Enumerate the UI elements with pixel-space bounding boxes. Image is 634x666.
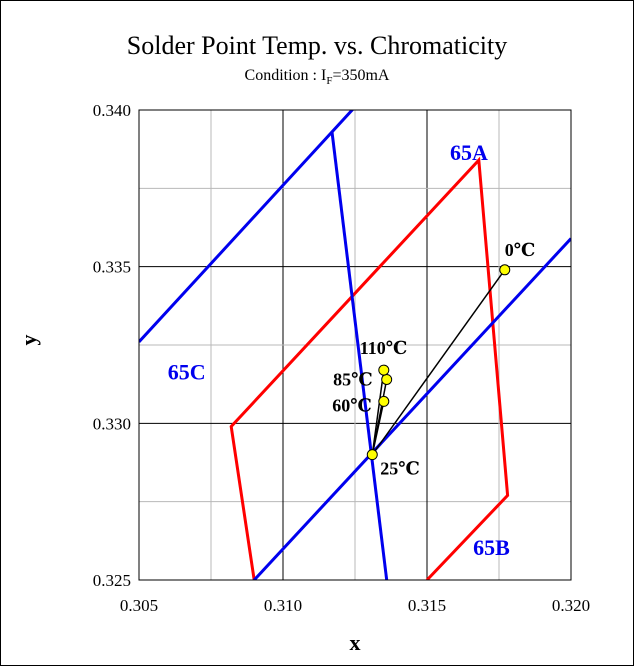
point-label: 110℃ <box>360 338 408 358</box>
bin-boundary-65a <box>229 156 510 580</box>
point-label: 60℃ <box>332 395 372 415</box>
x-tick-label: 0.305 <box>120 596 158 615</box>
region-labels: 65A 65B 65C <box>168 140 510 560</box>
bin-boundary-65c <box>139 110 355 343</box>
x-tick-label: 0.320 <box>552 596 590 615</box>
y-tick-labels: 0.325 0.330 0.335 0.340 <box>93 101 131 590</box>
point-labels: 0℃ 25℃ 60℃ 85℃ 110℃ <box>332 240 535 479</box>
point-label: 0℃ <box>505 240 536 260</box>
chart-subtitle: Condition : IF=350mA <box>245 67 390 87</box>
bin-boundary-65b <box>253 237 571 580</box>
point-label: 85℃ <box>333 369 373 389</box>
region-label-65b: 65B <box>473 535 510 560</box>
data-point <box>499 264 511 276</box>
y-tick-label: 0.330 <box>93 414 131 433</box>
series-line <box>371 269 506 456</box>
data-point <box>378 395 390 407</box>
data-series <box>366 264 511 461</box>
plot-area-border <box>138 109 572 581</box>
x-axis-label: x <box>350 630 361 655</box>
bin-regions <box>139 110 571 580</box>
x-tick-label: 0.315 <box>408 596 446 615</box>
region-label-65c: 65C <box>168 359 206 384</box>
bin-boundary-diagonal <box>330 131 389 580</box>
subtitle-subscript: F <box>326 75 332 87</box>
grid <box>139 110 571 580</box>
region-label-65a: 65A <box>450 140 488 165</box>
data-point <box>366 449 378 461</box>
series-line <box>371 369 385 455</box>
x-tick-label: 0.310 <box>264 596 302 615</box>
y-tick-label: 0.340 <box>93 101 131 120</box>
data-point <box>381 373 393 385</box>
x-tick-labels: 0.305 0.310 0.315 0.320 <box>120 596 590 615</box>
subtitle-suffix: =350mA <box>332 67 389 84</box>
y-tick-label: 0.335 <box>93 258 131 277</box>
chart-title: Solder Point Temp. vs. Chromaticity <box>127 31 507 60</box>
y-tick-label: 0.325 <box>93 571 131 590</box>
y-axis-label: y <box>16 335 41 346</box>
subtitle-prefix: Condition : I <box>245 67 327 84</box>
data-point <box>378 364 390 376</box>
point-label: 25℃ <box>380 459 420 479</box>
